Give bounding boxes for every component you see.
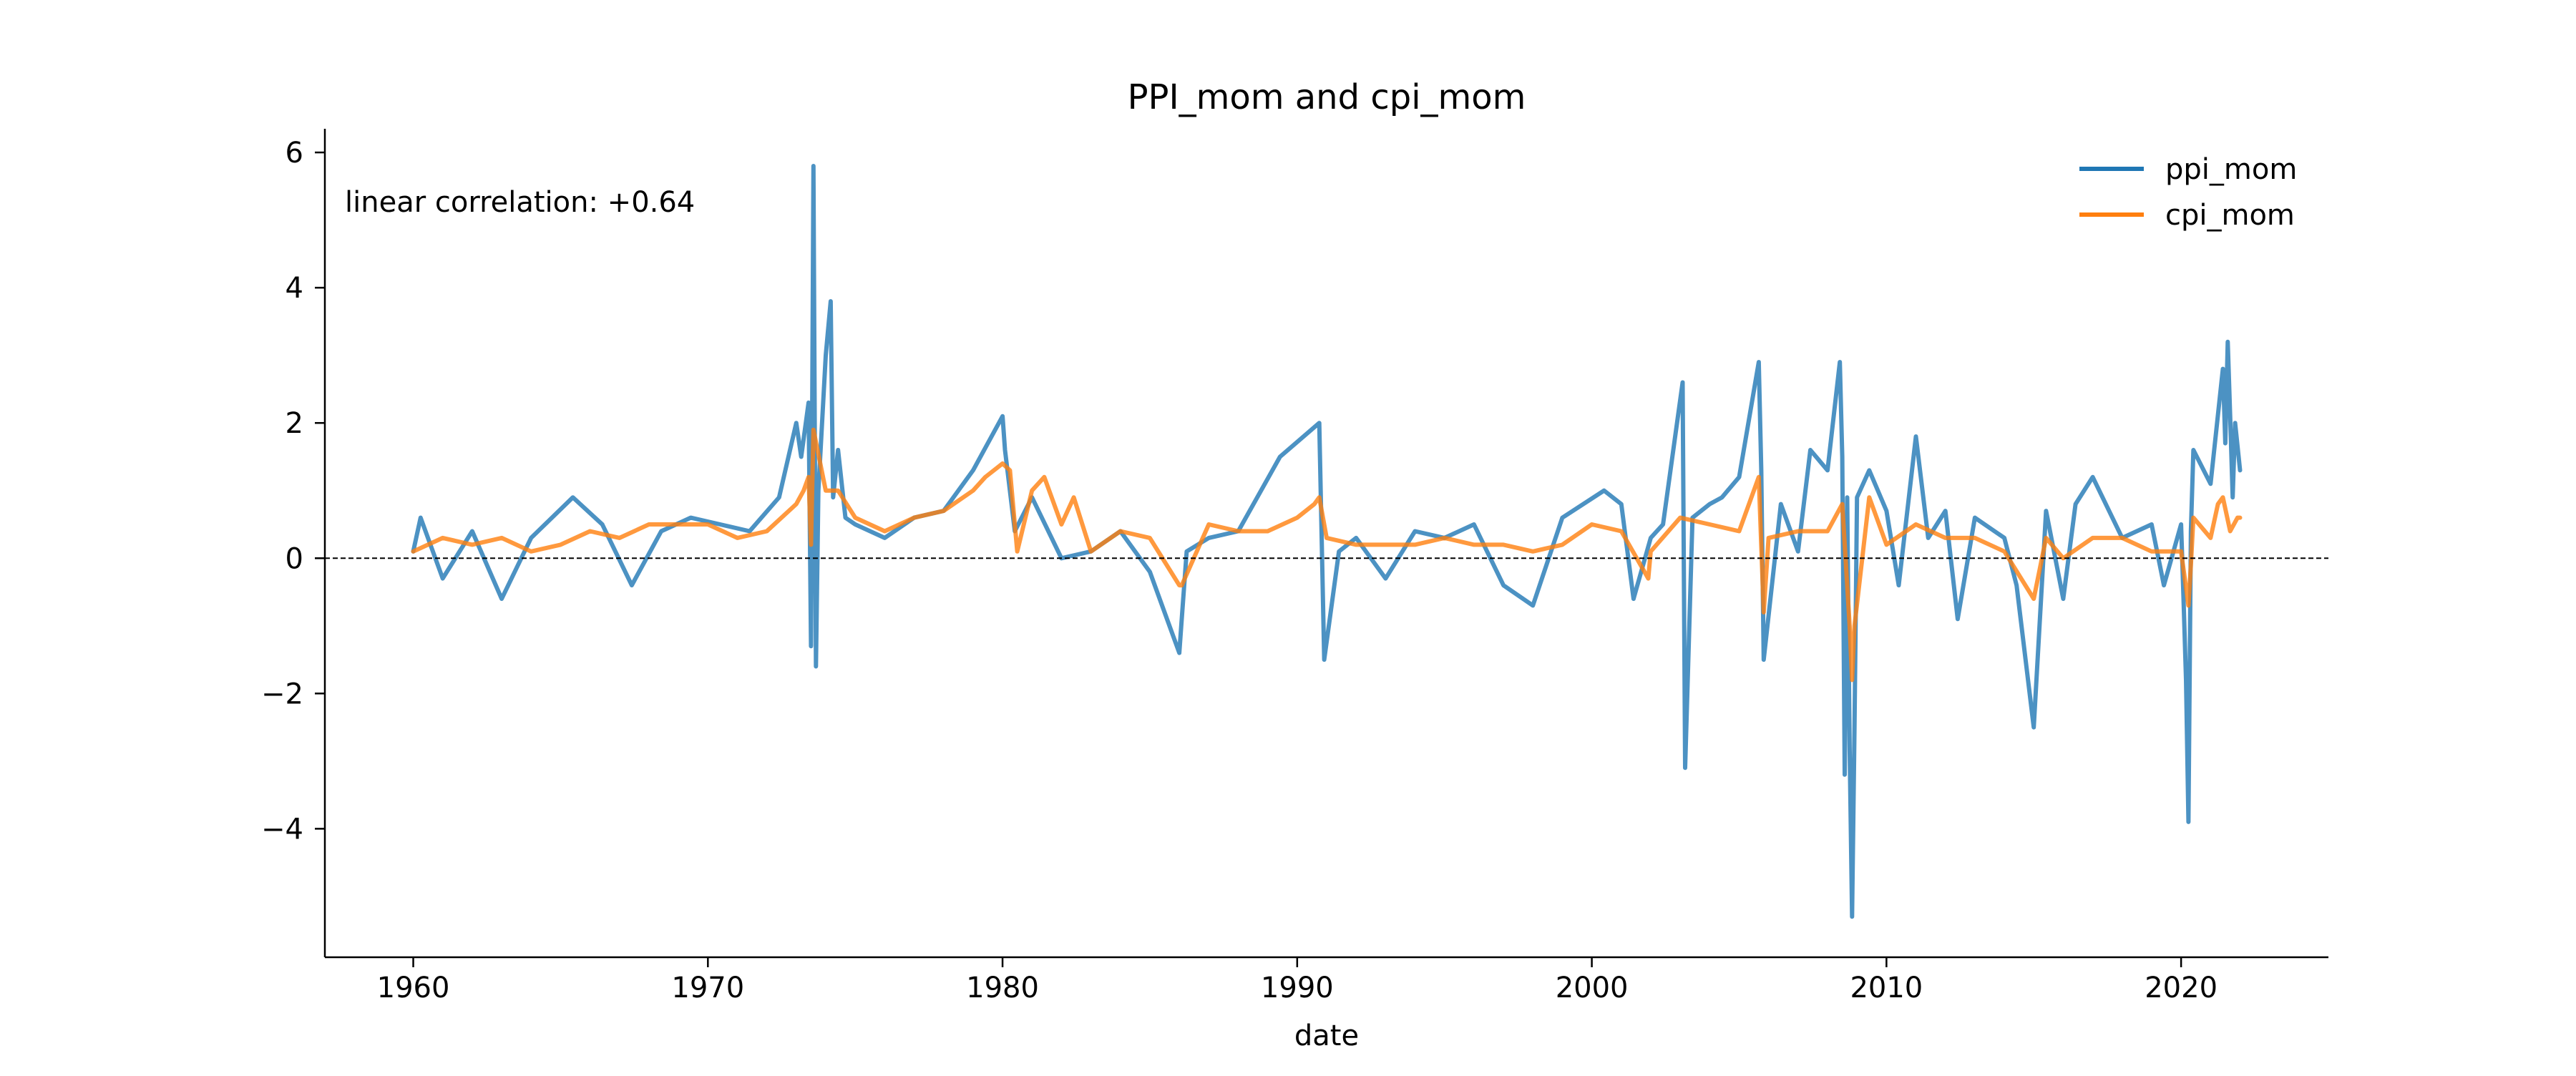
- x-tick-label: 1990: [1261, 972, 1334, 1004]
- y-tick-label: −4: [261, 813, 303, 846]
- y-tick-label: 6: [286, 137, 303, 170]
- legend-label-ppi_mom: ppi_mom: [2165, 153, 2297, 186]
- x-axis-label: date: [1294, 1019, 1359, 1052]
- series-line-cpi_mom: [411, 427, 2243, 683]
- y-tick-label: 2: [286, 407, 303, 440]
- correlation-annotation: linear correlation: +0.64: [345, 186, 695, 219]
- x-tick-label: 1980: [966, 972, 1039, 1004]
- chart-title: PPI_mom and cpi_mom: [1128, 77, 1526, 117]
- plot-area: 1960 1970 1980 1990 2000 2010 2020 −4 −2 0 2 4 6: [261, 129, 2328, 1004]
- y-tick-label: −2: [261, 678, 303, 710]
- series-line-ppi_mom: [411, 164, 2243, 919]
- x-tick-label: 1970: [671, 972, 744, 1004]
- x-tick-label: 2000: [1556, 972, 1629, 1004]
- y-tick-label: 0: [286, 542, 303, 575]
- x-tick-label: 2010: [1850, 972, 1923, 1004]
- y-tick-label: 4: [286, 272, 303, 305]
- legend: ppi_mom cpi_mom: [2079, 153, 2297, 232]
- x-tick-label: 2020: [2145, 972, 2218, 1004]
- x-tick-label: 1960: [377, 972, 450, 1004]
- legend-label-cpi_mom: cpi_mom: [2165, 199, 2295, 232]
